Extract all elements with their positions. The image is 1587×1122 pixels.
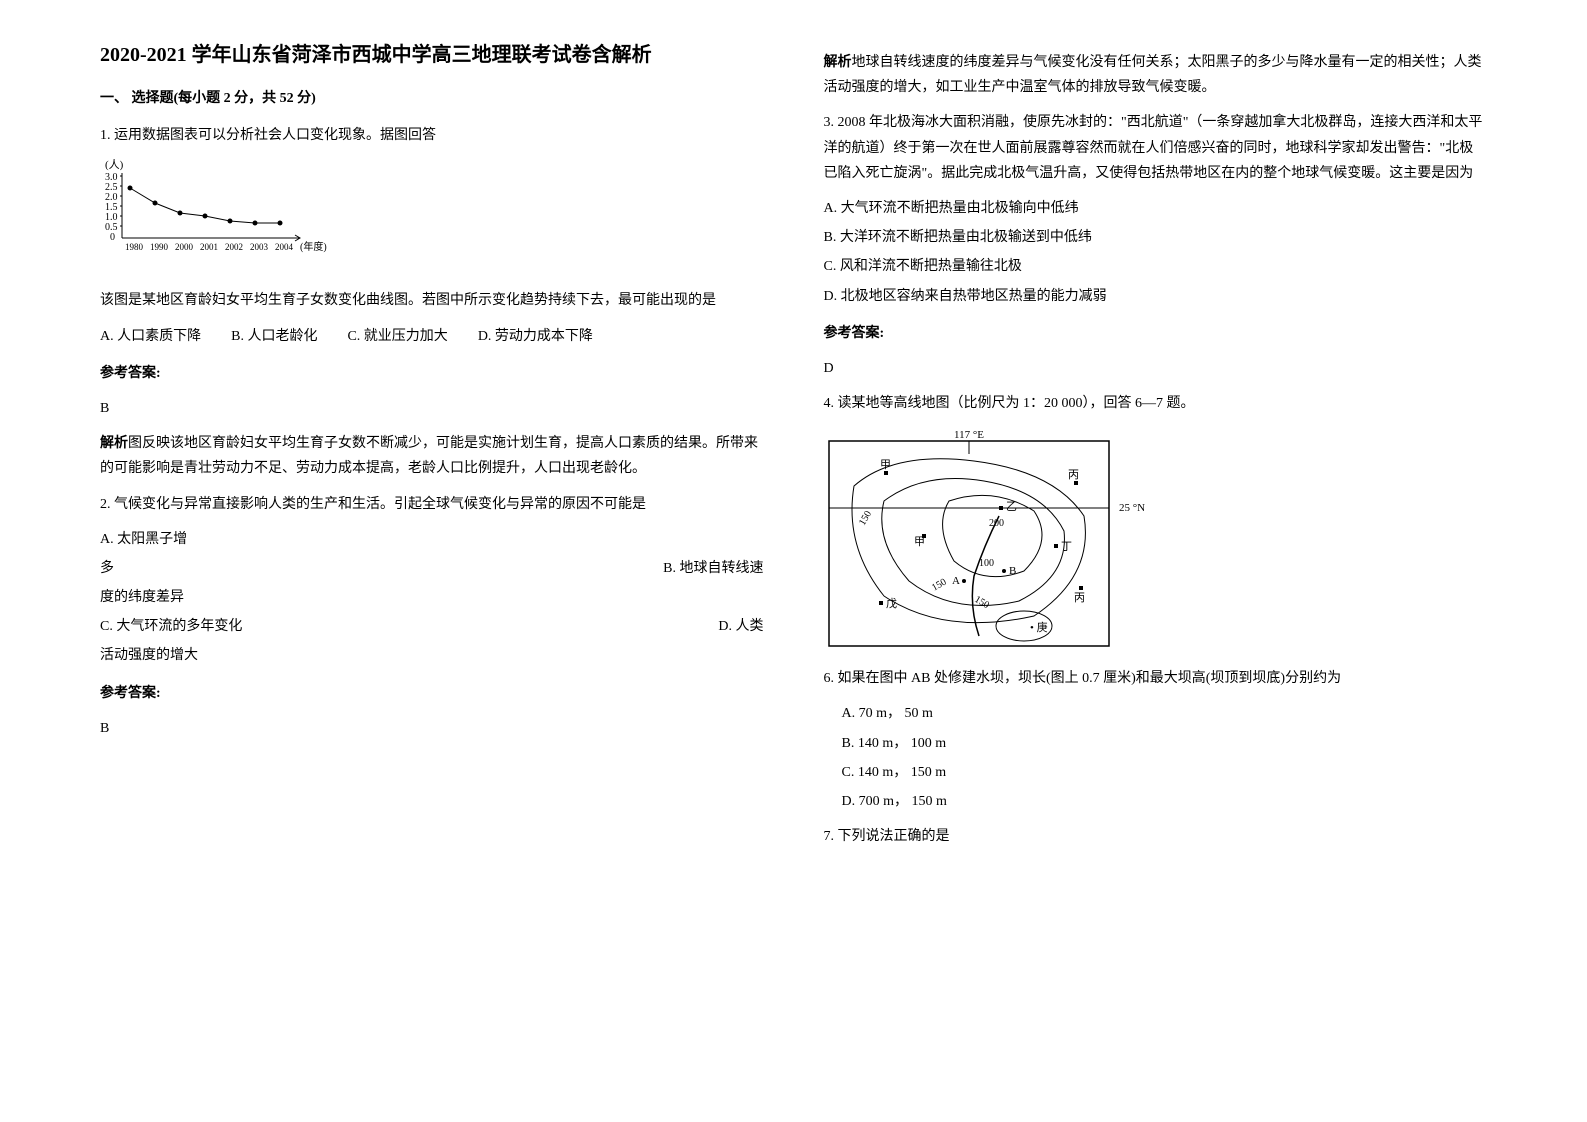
- q2-stem: 2. 气候变化与异常直接影响人类的生产和生活。引起全球气候变化与异常的原因不可能…: [100, 492, 764, 517]
- q1-stem: 1. 运用数据图表可以分析社会人口变化现象。据图回答: [100, 123, 764, 148]
- svg-text:乙: 乙: [1006, 500, 1017, 513]
- q1-chart: (人) 3.0 2.5 2.0 1.5 1.0 0.5 0: [100, 158, 764, 278]
- q4-map: 117 °E 25 °N 100 150 200 150 1: [824, 426, 1488, 656]
- question-7: 7. 下列说法正确的是: [824, 824, 1488, 849]
- q2-explanation: 解析地球自转线速度的纬度差异与气候变化没有任何关系；太阳黑子的多少与降水量有一定…: [824, 50, 1488, 100]
- svg-text:B: B: [1009, 565, 1016, 577]
- q3-opt-a: A. 大气环流不断把热量由北极输向中低纬: [824, 196, 1488, 221]
- q2-options: A. 太阳黑子增 多 B. 地球自转线速 度的纬度差异 C. 大气环流的多年变化…: [100, 527, 764, 669]
- xtick: 2001: [200, 242, 218, 252]
- exam-title: 2020-2021 学年山东省菏泽市西城中学高三地理联考试卷含解析: [100, 40, 764, 70]
- chart-ylabel: (人): [105, 158, 124, 171]
- svg-text:• 庚: • 庚: [1030, 620, 1048, 634]
- map-point-yi: 乙: [999, 500, 1017, 513]
- q3-options: A. 大气环流不断把热量由北极输向中低纬 B. 大洋环流不断把热量由北极输送到中…: [824, 196, 1488, 309]
- q6-opt-c: C. 140 m， 150 m: [842, 760, 1488, 785]
- question-1: 1. 运用数据图表可以分析社会人口变化现象。据图回答 (人) 3.0 2.5 2…: [100, 123, 764, 481]
- q7-stem: 7. 下列说法正确的是: [824, 824, 1488, 849]
- q1-explanation: 解析图反映该地区育龄妇女平均生育子女数不断减少，可能是实施计划生育，提高人口素质…: [100, 431, 764, 481]
- q2-opt-c: C. 大气环流的多年变化: [100, 614, 242, 639]
- svg-text:戊: 戊: [886, 597, 897, 610]
- q1-opt-b: B. 人口老龄化: [231, 324, 317, 349]
- q3-stem: 3. 2008 年北极海冰大面积消融，使原先冰封的："西北航道"（一条穿越加拿大…: [824, 110, 1488, 186]
- q1-explain-text: 图反映该地区育龄妇女平均生育子女数不断减少，可能是实施计划生育，提高人口素质的结…: [100, 436, 758, 476]
- xtick: 1990: [150, 242, 169, 252]
- map-point-A: A: [952, 575, 966, 587]
- q2-opt-b: B. 地球自转线速: [663, 556, 763, 581]
- map-point-B: B: [1002, 565, 1016, 577]
- question-2: 2. 气候变化与异常直接影响人类的生产和生活。引起全球气候变化与异常的原因不可能…: [100, 492, 764, 742]
- q3-opt-c: C. 风和洋流不断把热量输往北极: [824, 254, 1488, 279]
- map-point-r: 丙: [1074, 586, 1085, 604]
- q3-opt-b: B. 大洋环流不断把热量由北极输送到中低纬: [824, 225, 1488, 250]
- question-4: 4. 读某地等高线地图（比例尺为 1：20 000），回答 6—7 题。 117…: [824, 391, 1488, 656]
- q2-answer: B: [100, 716, 764, 741]
- contour-label: 150: [857, 509, 874, 527]
- svg-text:丙: 丙: [1074, 592, 1085, 604]
- map-lat: 25 °N: [1119, 502, 1145, 514]
- section-header: 一、 选择题(每小题 2 分，共 52 分): [100, 86, 764, 111]
- q6-options: A. 70 m， 50 m B. 140 m， 100 m C. 140 m， …: [824, 701, 1488, 814]
- svg-text:丙: 丙: [1068, 469, 1079, 481]
- contour-label: 150: [930, 577, 948, 594]
- explain-label: 解析: [824, 55, 852, 70]
- map-point-ding: 丁: [1054, 541, 1072, 553]
- svg-text:甲: 甲: [880, 459, 891, 471]
- xtick: 2004: [275, 242, 294, 252]
- xtick: 2003: [250, 242, 269, 252]
- xtick: 1980: [125, 242, 144, 252]
- q2-opt-d2: 活动强度的增大: [100, 643, 764, 668]
- q6-opt-b: B. 140 m， 100 m: [842, 731, 1488, 756]
- q3-answer-label: 参考答案:: [824, 321, 1488, 346]
- map-lon: 117 °E: [954, 429, 984, 441]
- q2-opt-a: A. 太阳黑子增: [100, 527, 764, 552]
- xtick: 2002: [225, 242, 243, 252]
- q2-opt-a2: 多: [100, 556, 114, 581]
- q2-opt-b2: 度的纬度差异: [100, 585, 764, 610]
- q1-answer: B: [100, 396, 764, 421]
- q1-body: 该图是某地区育龄妇女平均生育子女数变化曲线图。若图中所示变化趋势持续下去，最可能…: [100, 288, 764, 313]
- svg-text:A: A: [952, 575, 960, 587]
- q3-answer: D: [824, 356, 1488, 381]
- map-point-wu: 戊: [879, 597, 897, 610]
- map-point-geng: 甲: [914, 534, 926, 548]
- xtick: 2000: [175, 242, 194, 252]
- contour-label: 100: [979, 558, 994, 569]
- q1-options: A. 人口素质下降 B. 人口老龄化 C. 就业压力加大 D. 劳动力成本下降: [100, 324, 764, 349]
- ytick: 0: [110, 232, 115, 243]
- svg-text:丁: 丁: [1061, 541, 1072, 553]
- q6-opt-a: A. 70 m， 50 m: [842, 701, 1488, 726]
- q6-opt-d: D. 700 m， 150 m: [842, 789, 1488, 814]
- q4-stem: 4. 读某地等高线地图（比例尺为 1：20 000），回答 6—7 题。: [824, 391, 1488, 416]
- map-point-bing: 丙: [1068, 469, 1079, 485]
- map-point-ji: • 庚: [1030, 620, 1048, 634]
- question-3: 3. 2008 年北极海冰大面积消融，使原先冰封的："西北航道"（一条穿越加拿大…: [824, 110, 1488, 381]
- question-6: 6. 如果在图中 AB 处修建水坝，坝长(图上 0.7 厘米)和最大坝高(坝顶到…: [824, 666, 1488, 814]
- q3-opt-d: D. 北极地区容纳来自热带地区热量的能力减弱: [824, 284, 1488, 309]
- contour-label: 150: [972, 594, 990, 611]
- q2-explain-text: 地球自转线速度的纬度差异与气候变化没有任何关系；太阳黑子的多少与降水量有一定的相…: [824, 55, 1482, 95]
- right-column: 解析地球自转线速度的纬度差异与气候变化没有任何关系；太阳黑子的多少与降水量有一定…: [824, 40, 1488, 859]
- q1-opt-c: C. 就业压力加大: [347, 324, 447, 349]
- chart-xlabel: (年度): [300, 240, 327, 253]
- q6-stem: 6. 如果在图中 AB 处修建水坝，坝长(图上 0.7 厘米)和最大坝高(坝顶到…: [824, 666, 1488, 691]
- left-column: 2020-2021 学年山东省菏泽市西城中学高三地理联考试卷含解析 一、 选择题…: [100, 40, 764, 859]
- explain-label: 解析: [100, 436, 128, 451]
- map-point-jia: 甲: [880, 459, 891, 475]
- svg-text:甲: 甲: [914, 536, 925, 548]
- q2-opt-d: D. 人类: [718, 614, 763, 639]
- q1-opt-d: D. 劳动力成本下降: [478, 324, 593, 349]
- q2-answer-label: 参考答案:: [100, 681, 764, 706]
- q1-answer-label: 参考答案:: [100, 361, 764, 386]
- q1-opt-a: A. 人口素质下降: [100, 324, 201, 349]
